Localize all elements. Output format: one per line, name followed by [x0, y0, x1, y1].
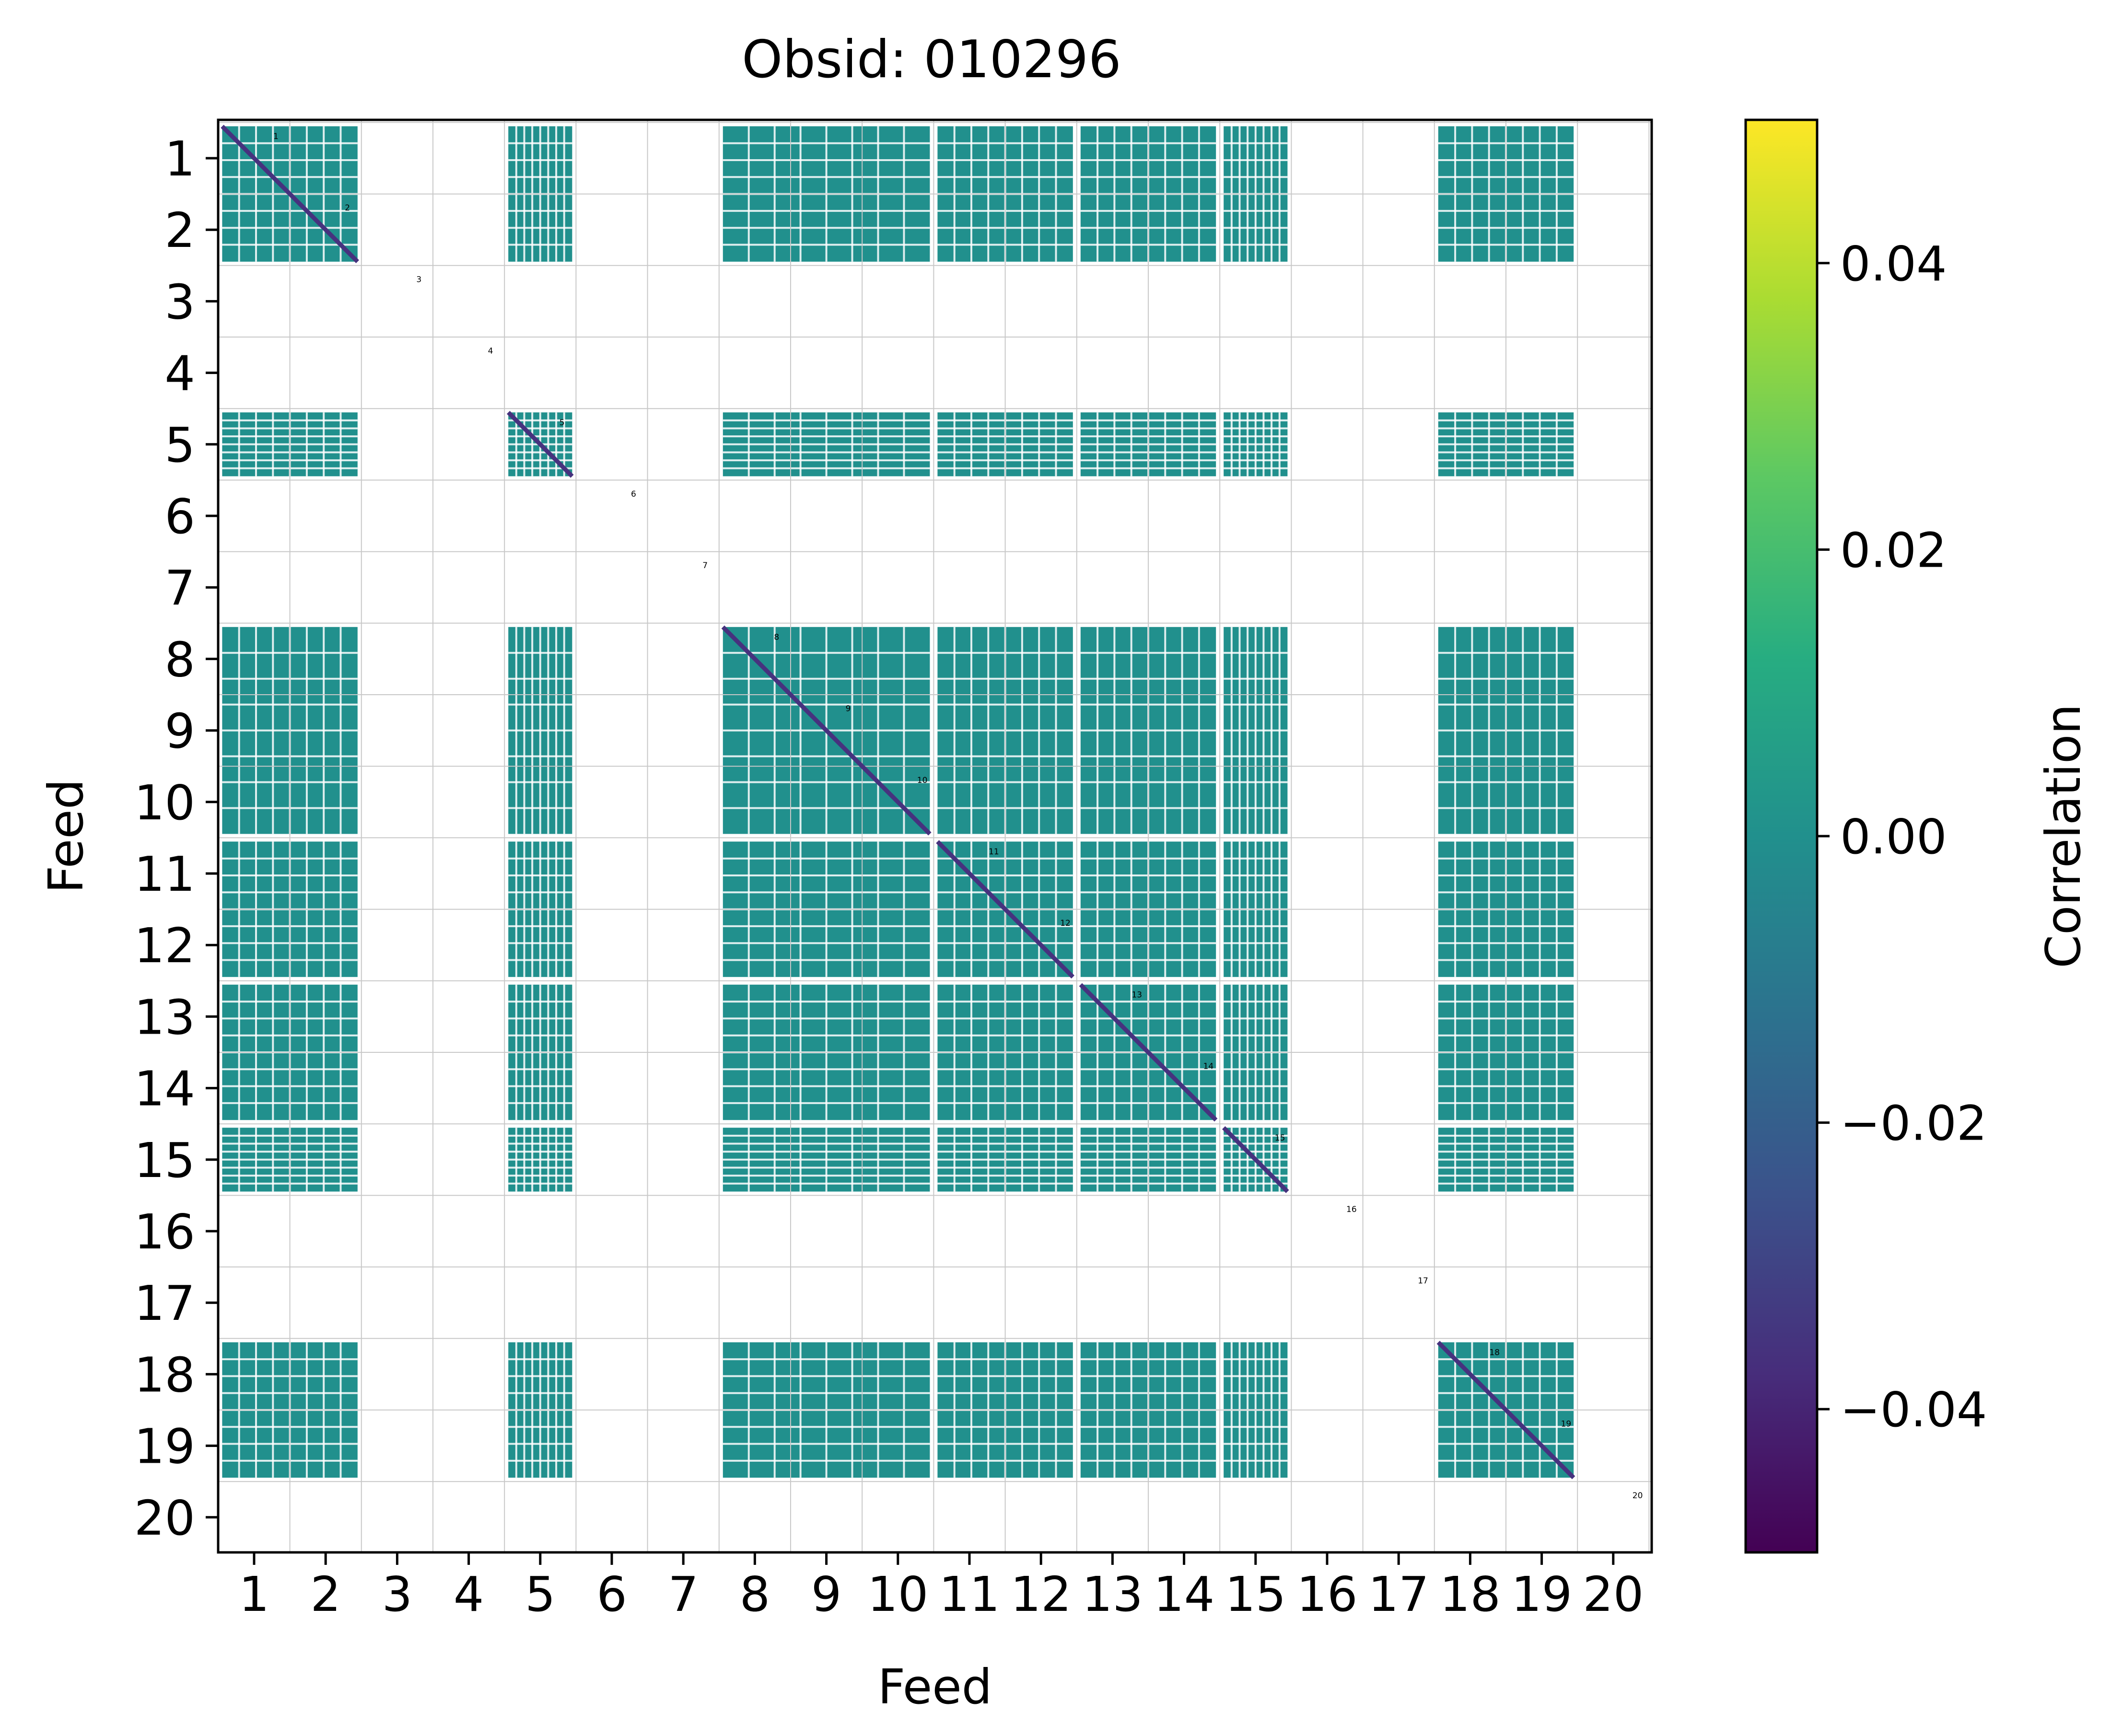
y-tick-label: 11: [134, 846, 195, 902]
x-tick-label: 17: [1368, 1566, 1429, 1622]
y-tick-label: 4: [164, 346, 195, 402]
y-tick-label: 5: [164, 417, 195, 473]
feed-group-label: 20: [1633, 1491, 1643, 1501]
y-tick-label: 19: [134, 1419, 195, 1475]
feed-group-label: 13: [1131, 990, 1142, 1000]
y-tick-label: 15: [134, 1132, 195, 1188]
y-axis-label: Feed: [38, 779, 94, 894]
x-tick-label: 11: [939, 1566, 1000, 1622]
y-tick-label: 10: [134, 775, 195, 831]
feed-group-label: 16: [1346, 1205, 1357, 1214]
y-tick-label: 18: [134, 1347, 195, 1403]
x-tick-label: 18: [1440, 1566, 1501, 1622]
x-tick-label: 8: [740, 1566, 770, 1622]
feed-group-label: 8: [774, 632, 779, 642]
gridlines: [218, 120, 1652, 1552]
x-tick-label: 5: [525, 1566, 556, 1622]
y-tick-label: 12: [134, 918, 195, 974]
feed-group-label: 9: [846, 704, 851, 714]
y-tick-label: 1: [164, 131, 195, 187]
feed-group-label: 4: [488, 347, 493, 356]
y-tick-label: 20: [134, 1490, 195, 1546]
colorbar-tick-label: 0.04: [1840, 236, 1947, 292]
x-axis-ticks: 1 2 3 4 5 6 7 8 9 10 11 12 13 14 15 16 17 18 19 20: [239, 1552, 1644, 1622]
feed-group-label: 18: [1489, 1348, 1500, 1357]
y-tick-label: 14: [134, 1061, 195, 1117]
feed-group-label: 14: [1203, 1062, 1214, 1072]
colorbar-tick-label: −0.04: [1840, 1382, 1987, 1438]
x-tick-label: 2: [310, 1566, 341, 1622]
colorbar: [1744, 118, 1819, 1554]
colorbar-tick-label: 0.02: [1840, 522, 1947, 578]
y-tick-label: 13: [134, 989, 195, 1045]
y-tick-label: 2: [164, 202, 195, 258]
feed-group-label: 1: [273, 132, 279, 141]
diagonal-segment-6: [1436, 1340, 1575, 1480]
diagonal-segment-4: [1079, 983, 1218, 1122]
diagonal-segment-3: [936, 840, 1074, 979]
plot-frame: [217, 118, 1653, 1554]
feed-group-label: 11: [989, 847, 999, 857]
x-tick-label: 3: [382, 1566, 413, 1622]
colorbar-tick-label: −0.02: [1840, 1095, 1987, 1152]
chart-title: Obsid: 010296: [742, 30, 1121, 90]
feed-group-label: 7: [702, 561, 708, 571]
x-tick-label: 16: [1296, 1566, 1357, 1622]
x-tick-label: 7: [668, 1566, 699, 1622]
x-axis-label: Feed: [878, 1659, 992, 1715]
x-tick-label: 15: [1225, 1566, 1286, 1622]
x-tick-label: 13: [1082, 1566, 1143, 1622]
x-tick-label: 19: [1511, 1566, 1572, 1622]
y-tick-label: 9: [164, 703, 195, 759]
y-tick-label: 8: [164, 631, 195, 687]
colorbar-ticks: 0.04 0.02 0.00 −0.02 −0.04: [1817, 236, 1987, 1438]
x-tick-label: 20: [1583, 1566, 1644, 1622]
y-tick-label: 16: [134, 1204, 195, 1260]
feed-group-label: 2: [345, 203, 350, 213]
feed-group-label: 15: [1275, 1133, 1285, 1143]
colorbar-tick-label: 0.00: [1840, 809, 1947, 865]
y-tick-label: 3: [164, 274, 195, 330]
y-tick-label: 6: [164, 489, 195, 545]
feed-group-label: 17: [1418, 1276, 1428, 1286]
diagonal-segment-1: [507, 411, 574, 478]
x-tick-label: 1: [239, 1566, 269, 1622]
feed-group-label: 10: [917, 776, 928, 785]
diagonal-band: [221, 125, 1575, 1480]
x-tick-label: 6: [596, 1566, 627, 1622]
feed-group-label: 6: [631, 489, 636, 499]
y-tick-label: 17: [134, 1275, 195, 1331]
feed-group-label: 12: [1060, 919, 1071, 928]
x-tick-label: 4: [454, 1566, 484, 1622]
colorbar-label: Correlation: [2035, 704, 2091, 968]
diagonal-segment-2: [721, 625, 932, 836]
diagonal-segment-0: [221, 125, 359, 263]
x-tick-label: 9: [811, 1566, 842, 1622]
feed-group-label: 19: [1561, 1420, 1572, 1429]
x-tick-label: 14: [1154, 1566, 1214, 1622]
diagonal-segment-5: [1222, 1126, 1289, 1193]
x-tick-label: 12: [1011, 1566, 1072, 1622]
feed-group-label: 3: [416, 275, 421, 284]
y-tick-label: 7: [164, 560, 195, 616]
x-tick-label: 10: [867, 1566, 928, 1622]
feed-group-label: 5: [560, 418, 565, 428]
